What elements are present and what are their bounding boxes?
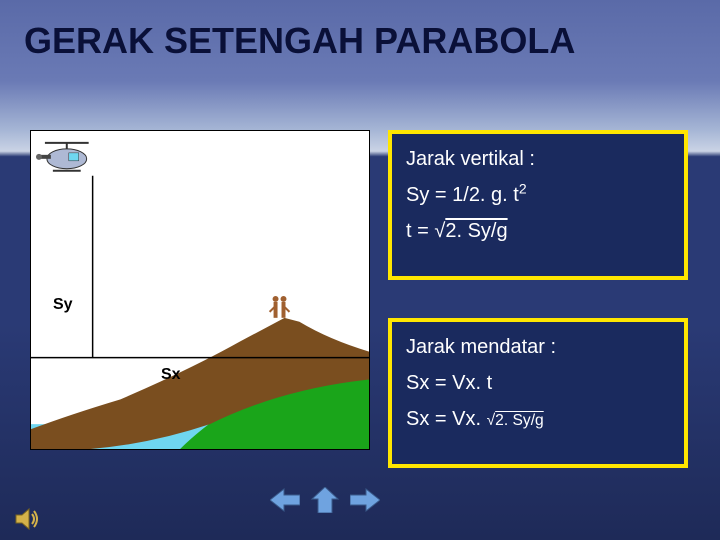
sy-axis-label: Sy xyxy=(53,296,73,314)
vertical-heading: Jarak vertikal : xyxy=(406,144,670,174)
nav-prev-button[interactable] xyxy=(268,486,302,514)
diagram-panel: Sy Sx xyxy=(30,130,370,450)
nav-home-button[interactable] xyxy=(308,486,342,514)
horizontal-eq1: Sx = Vx. t xyxy=(406,368,670,398)
arrow-right-icon xyxy=(350,487,380,513)
vertical-eq1-sup: 2 xyxy=(519,180,527,196)
vertical-eq2-over: 2. Sy/g xyxy=(445,220,507,242)
speaker-icon xyxy=(14,506,40,532)
vertical-eq1-text: Sy = 1/2. g. t xyxy=(406,184,519,206)
home-up-icon xyxy=(310,487,340,513)
formula-box-vertical: Jarak vertikal : Sy = 1/2. g. t2 t = √2.… xyxy=(388,130,688,280)
speaker-button[interactable] xyxy=(14,506,40,537)
horizontal-eq2-prefix: Sx = Vx. xyxy=(406,408,487,430)
horizontal-eq2: Sx = Vx. √2. Sy/g xyxy=(406,404,670,434)
nav-button-group xyxy=(268,486,382,514)
vertical-eq2: t = √2. Sy/g xyxy=(406,216,670,246)
horizontal-eq2-over: 2. Sy/g xyxy=(495,412,544,429)
horizontal-heading: Jarak mendatar : xyxy=(406,332,670,362)
vertical-eq1: Sy = 1/2. g. t2 xyxy=(406,180,670,210)
arrow-left-icon xyxy=(270,487,300,513)
people-icon xyxy=(270,296,290,318)
helicopter-icon xyxy=(36,143,89,171)
nav-next-button[interactable] xyxy=(348,486,382,514)
diagram-svg xyxy=(31,131,369,449)
vertical-eq2-prefix: t = √ xyxy=(406,220,445,242)
page-title: GERAK SETENGAH PARABOLA xyxy=(24,20,575,62)
sx-axis-label: Sx xyxy=(161,366,181,384)
horizontal-eq2-sqrt: √ xyxy=(487,412,496,429)
formula-box-horizontal: Jarak mendatar : Sx = Vx. t Sx = Vx. √2.… xyxy=(388,318,688,468)
